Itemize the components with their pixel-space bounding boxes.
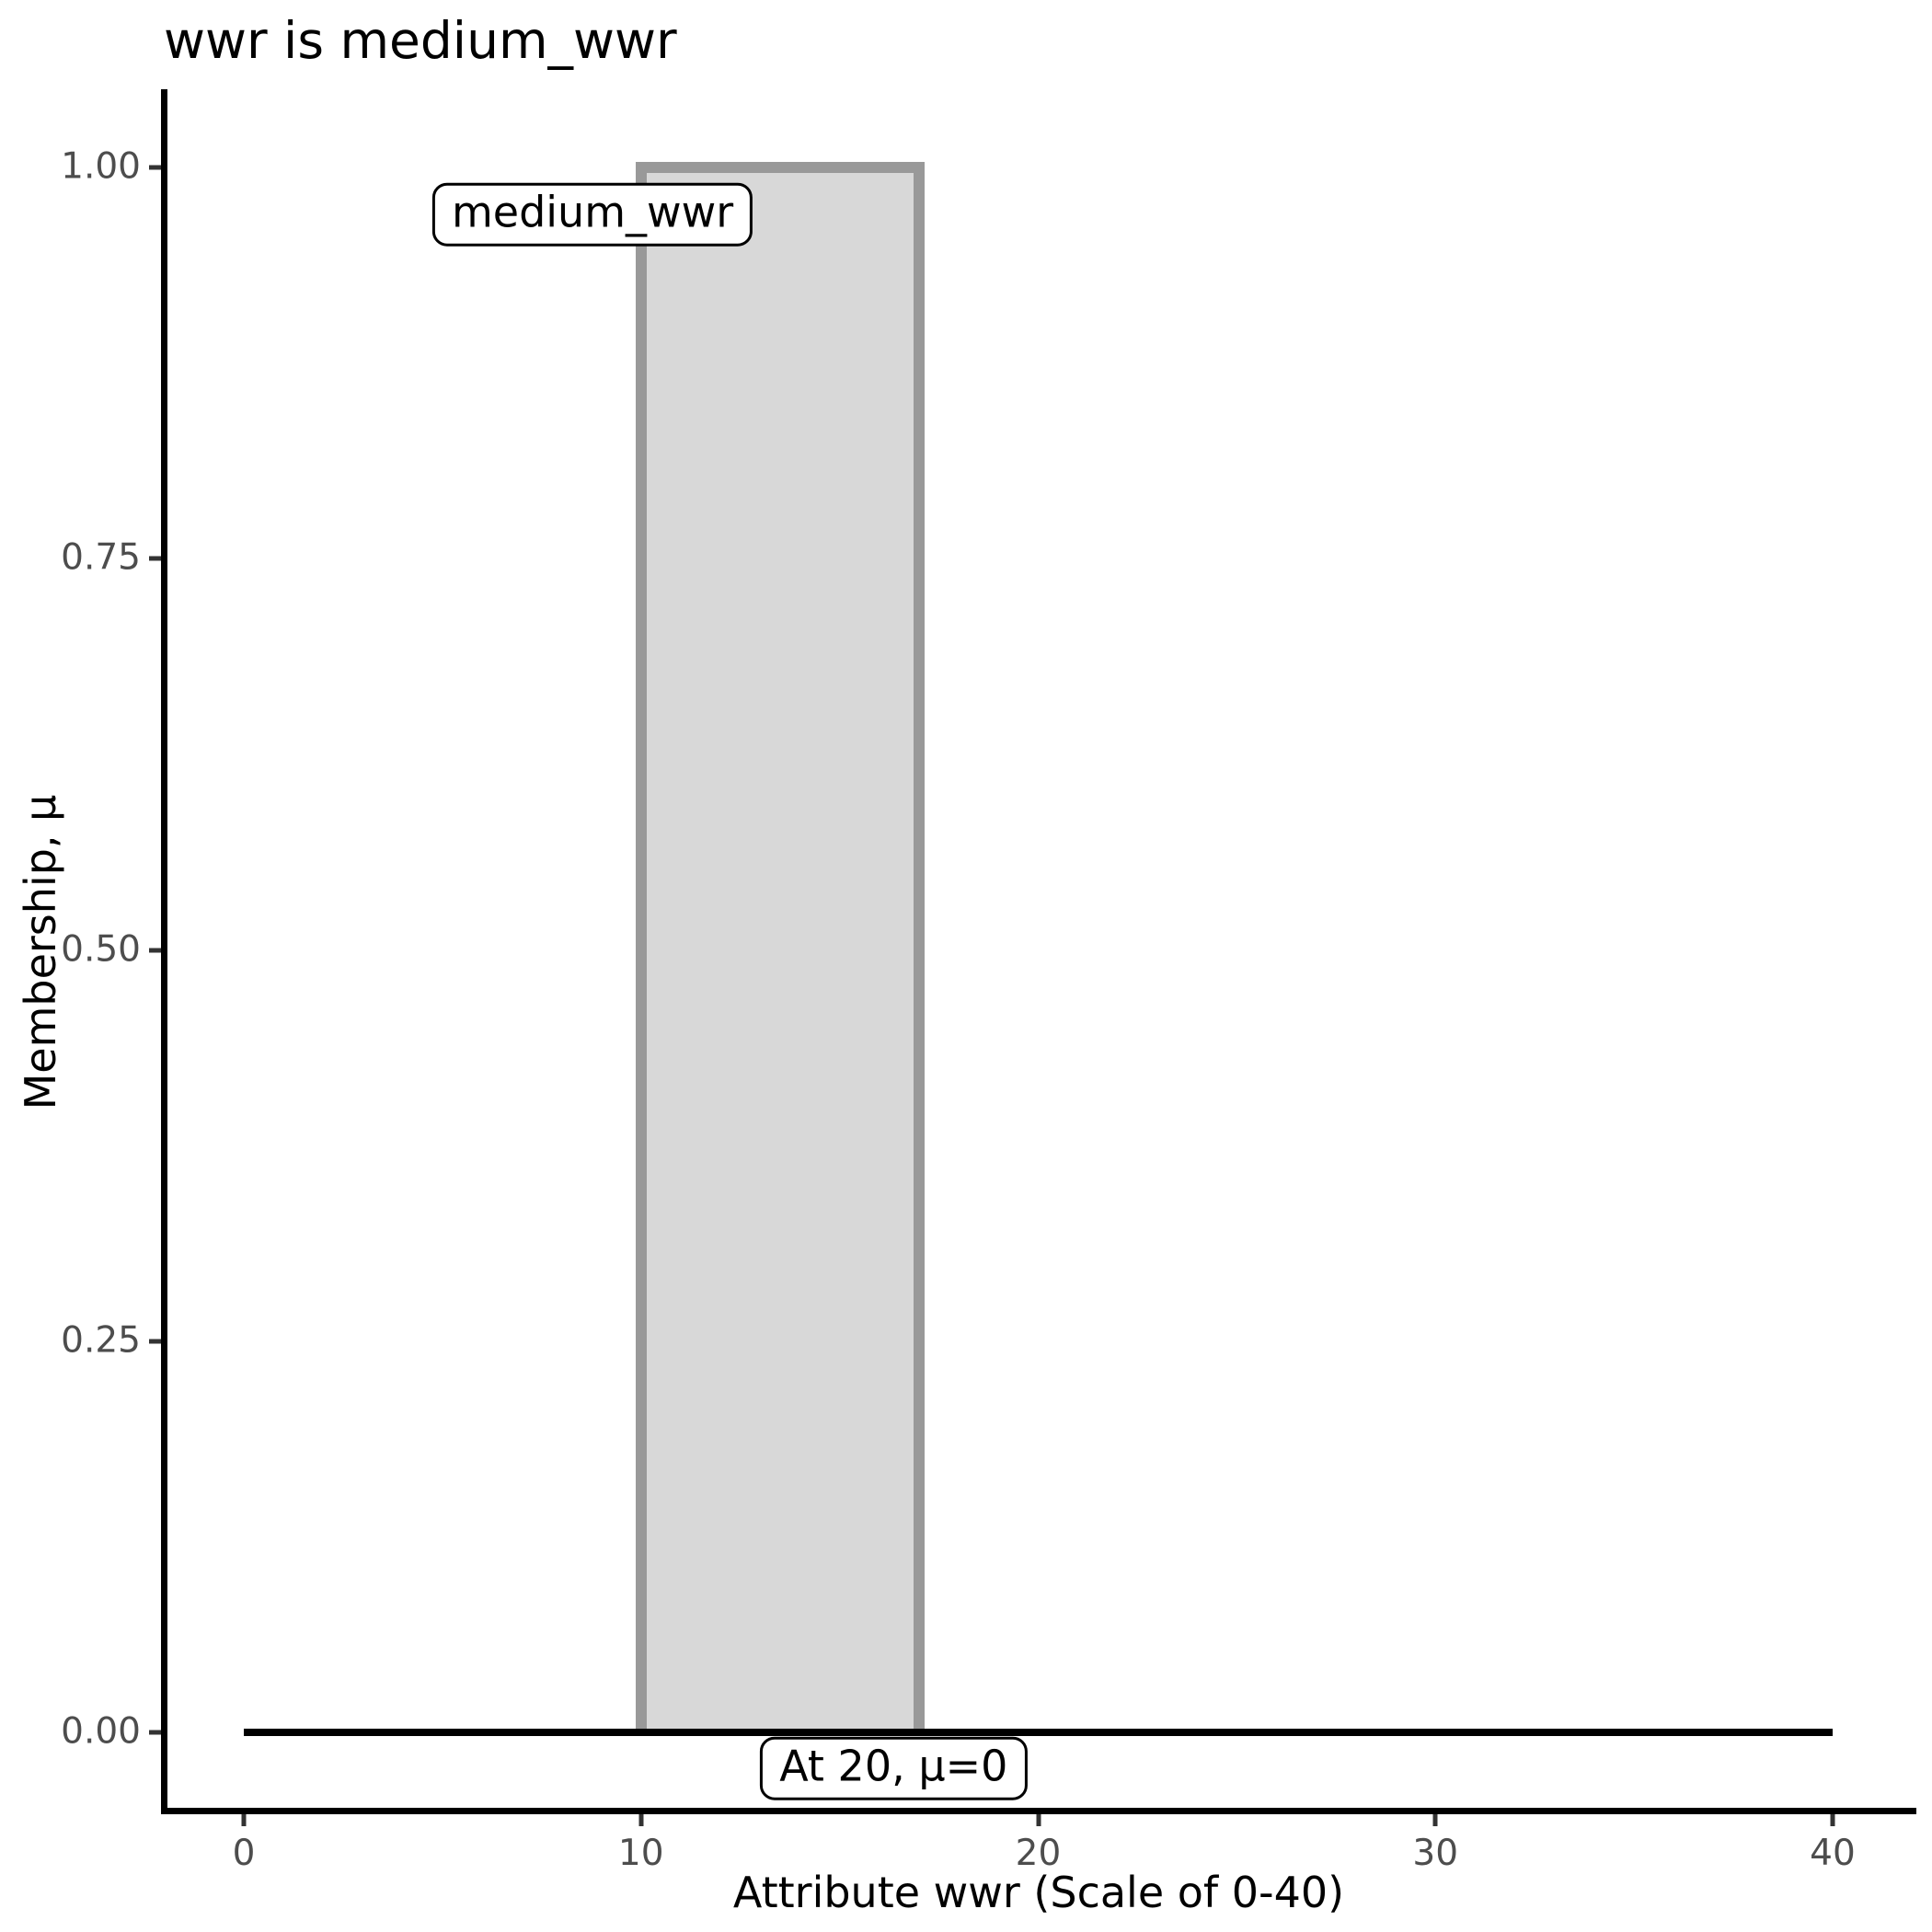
y-tick-mark [149, 1730, 161, 1735]
x-tick-mark [1830, 1814, 1835, 1826]
y-axis-spine [161, 89, 167, 1814]
y-axis-label: Membership, μ [16, 794, 65, 1110]
membership-function-shape [635, 162, 925, 1732]
y-tick-mark [149, 948, 161, 952]
x-tick-label: 10 [617, 1833, 664, 1874]
x-axis-label: Attribute wwr (Scale of 0-40) [732, 1868, 1345, 1917]
x-tick-mark [241, 1814, 247, 1826]
y-tick-mark [149, 165, 161, 170]
y-tick-label: 0.75 [61, 536, 141, 579]
x-tick-label: 30 [1412, 1833, 1459, 1874]
y-tick-label: 0.00 [61, 1710, 141, 1753]
y-tick-label: 0.25 [61, 1319, 141, 1362]
chart-title: wwr is medium_wwr [164, 11, 677, 70]
x-tick-label: 20 [1015, 1833, 1062, 1874]
baseline-mu-zero [244, 1729, 1833, 1736]
x-tick-mark [638, 1814, 644, 1826]
y-tick-mark [149, 556, 161, 561]
y-tick-mark [149, 1339, 161, 1344]
crisp-value-readout: At 20, μ=0 [760, 1736, 1028, 1800]
x-tick-mark [1432, 1814, 1438, 1826]
x-tick-mark [1036, 1814, 1041, 1826]
y-tick-label: 1.00 [61, 145, 141, 188]
x-tick-label: 0 [232, 1833, 256, 1874]
x-tick-label: 40 [1810, 1833, 1856, 1874]
y-tick-label: 0.50 [61, 928, 141, 971]
x-axis-spine [161, 1808, 1916, 1814]
membership-set-label: medium_wwr [431, 182, 753, 247]
